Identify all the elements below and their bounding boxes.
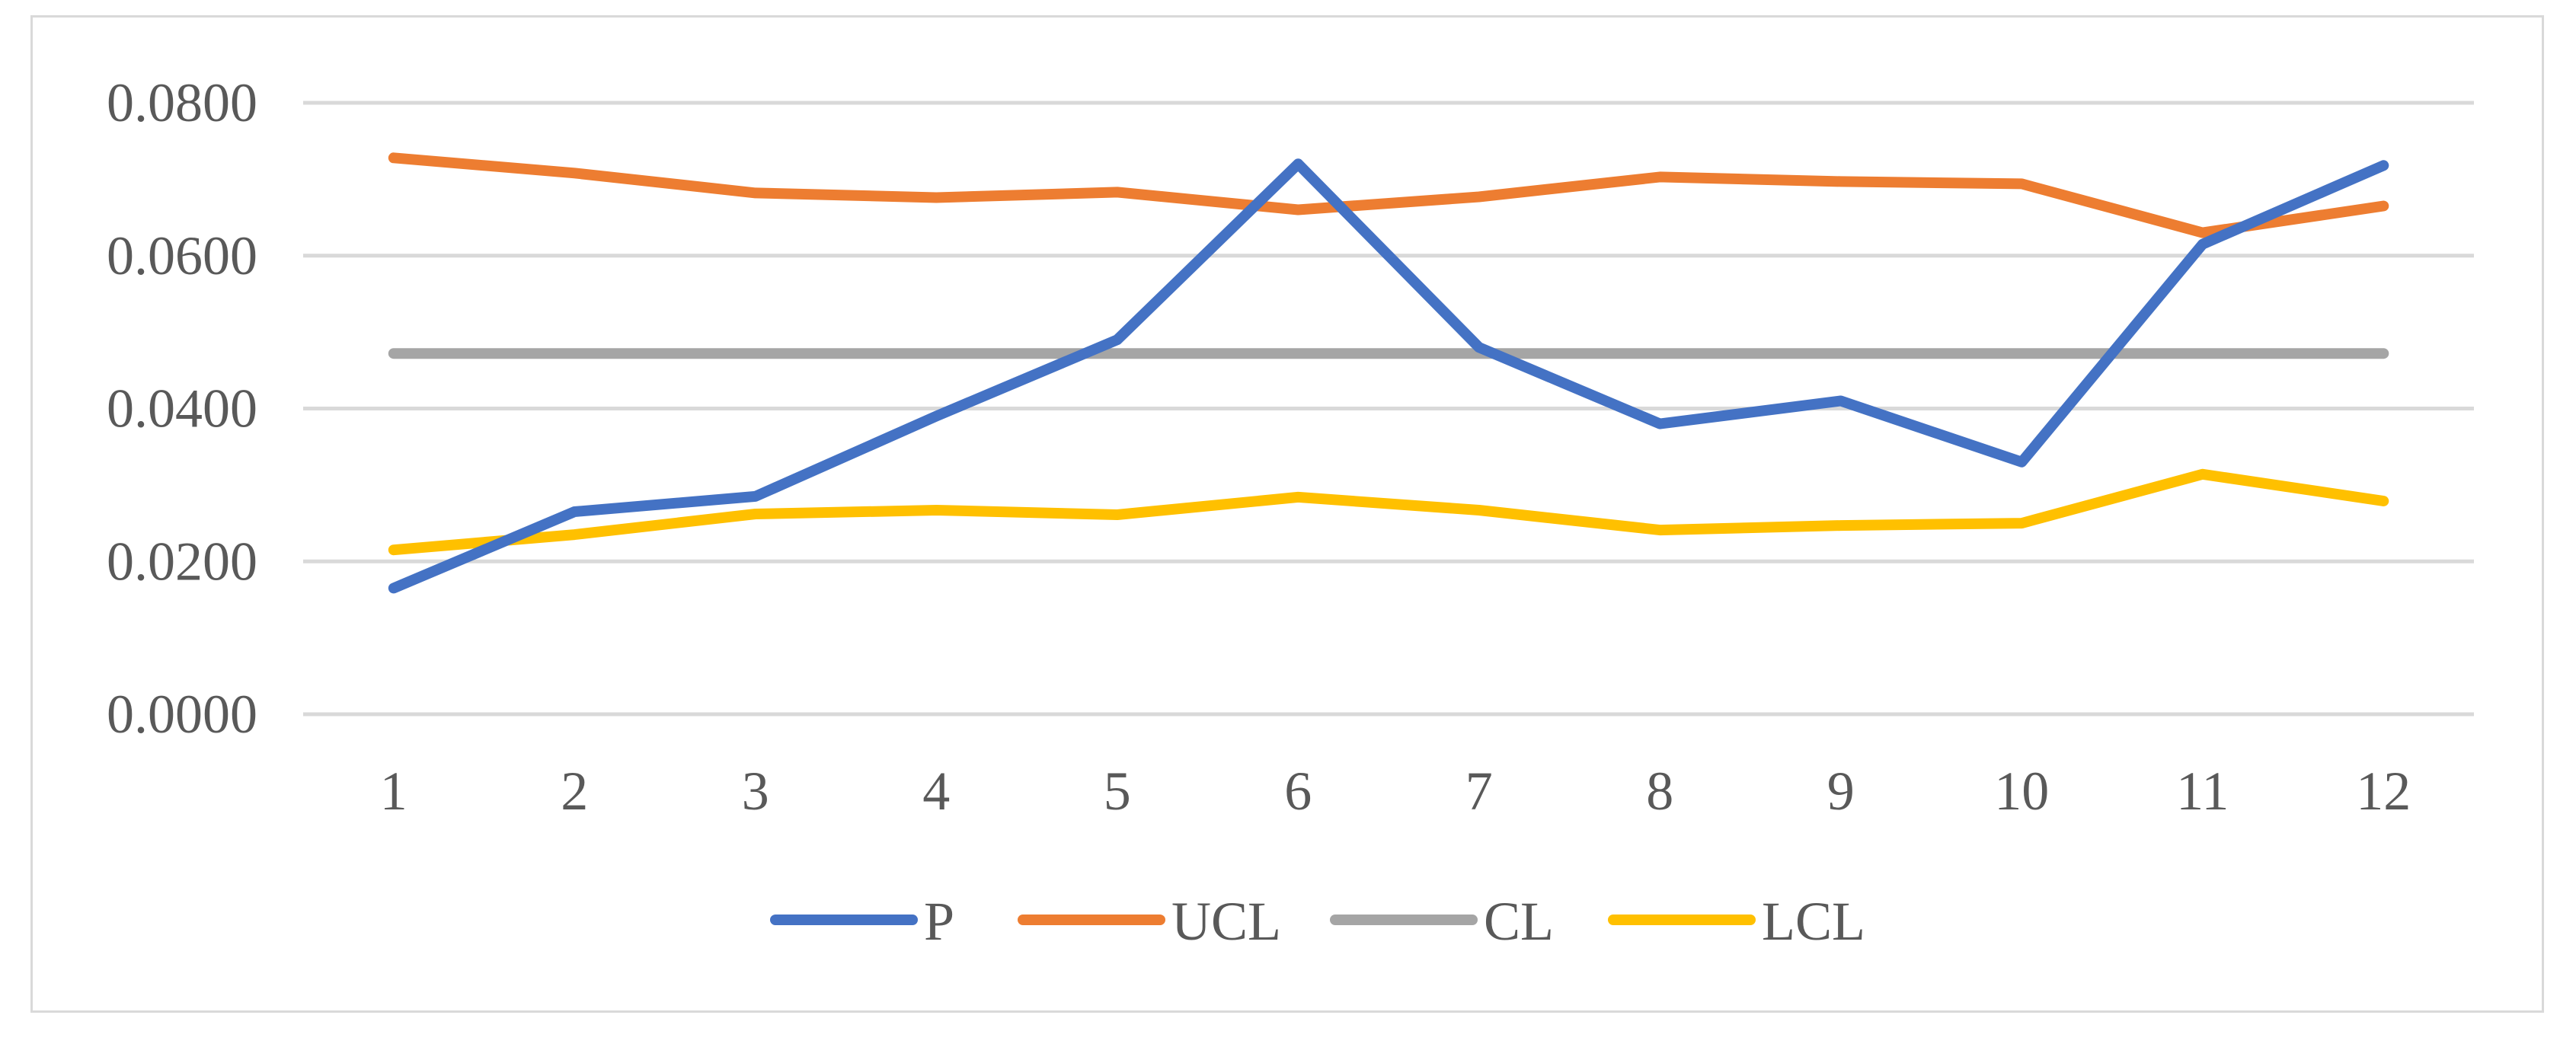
x-tick-label: 10 bbox=[1994, 761, 2049, 822]
y-tick-label: 0.0000 bbox=[107, 684, 257, 745]
legend-label-cl: CL bbox=[1484, 891, 1554, 952]
x-tick-label: 3 bbox=[742, 761, 769, 822]
x-tick-label: 6 bbox=[1284, 761, 1312, 822]
y-tick-label: 0.0400 bbox=[107, 378, 257, 439]
y-tick-label: 0.0800 bbox=[107, 72, 257, 133]
x-tick-label: 7 bbox=[1465, 761, 1493, 822]
series-lines bbox=[388, 152, 2389, 594]
x-tick-label: 12 bbox=[2356, 761, 2411, 822]
x-tick-label: 8 bbox=[1646, 761, 1673, 822]
x-tick-label: 4 bbox=[922, 761, 950, 822]
x-tick-label: 2 bbox=[561, 761, 588, 822]
legend-label-p: P bbox=[924, 891, 954, 952]
series-line-lcl bbox=[388, 468, 2389, 556]
x-tick-label: 1 bbox=[380, 761, 407, 822]
y-axis-ticks: 0.0000 0.0200 0.0400 0.0600 0.0800 bbox=[107, 72, 257, 745]
legend-label-ucl: UCL bbox=[1171, 891, 1281, 952]
x-tick-label: 5 bbox=[1104, 761, 1131, 822]
legend: P UCL CL LCL bbox=[770, 891, 1865, 952]
series-line-ucl bbox=[388, 152, 2389, 238]
y-tick-label: 0.0200 bbox=[107, 531, 257, 592]
y-tick-label: 0.0600 bbox=[107, 225, 257, 286]
x-tick-label: 11 bbox=[2176, 761, 2229, 822]
legend-label-lcl: LCL bbox=[1762, 891, 1865, 952]
x-tick-label: 9 bbox=[1827, 761, 1855, 822]
series-line-p bbox=[388, 158, 2389, 594]
grid-lines bbox=[303, 101, 2474, 717]
x-axis-ticks: 1 2 3 4 5 6 7 8 9 10 11 12 bbox=[380, 761, 2411, 822]
